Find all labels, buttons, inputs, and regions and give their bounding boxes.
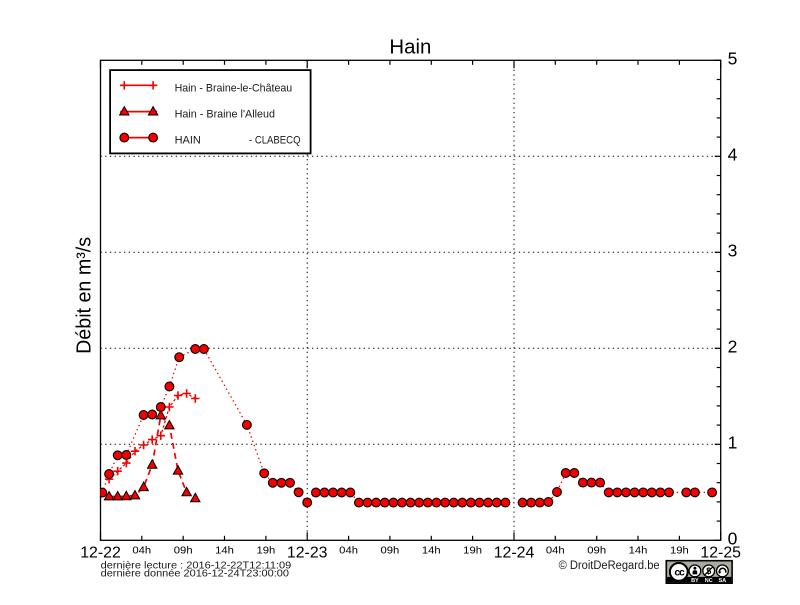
svg-text:cc: cc — [674, 566, 685, 578]
svg-text:09h: 09h — [381, 545, 400, 557]
svg-text:Hain - Braine-le-Château: Hain - Braine-le-Château — [175, 82, 293, 94]
svg-text:14h: 14h — [629, 545, 648, 557]
svg-text:12-25: 12-25 — [700, 545, 741, 562]
svg-text:NC: NC — [705, 578, 713, 584]
svg-text:BY: BY — [691, 578, 699, 584]
svg-text:Débit en m³/s: Débit en m³/s — [72, 237, 95, 354]
svg-text:12-24: 12-24 — [494, 545, 535, 562]
svg-text:SA: SA — [719, 578, 727, 584]
svg-text:04h: 04h — [132, 545, 151, 557]
svg-text:19h: 19h — [463, 545, 482, 557]
svg-text:09h: 09h — [174, 545, 193, 557]
svg-text:© DroitDeRegard.be: © DroitDeRegard.be — [559, 560, 660, 572]
svg-text:19h: 19h — [670, 545, 689, 557]
svg-text:HAIN: HAIN — [175, 135, 201, 147]
svg-text:1: 1 — [728, 433, 738, 453]
svg-text:14h: 14h — [215, 545, 234, 557]
svg-text:dernière donnée 2016-12-24T23: dernière donnée 2016-12-24T23:00:00 — [101, 568, 290, 580]
svg-text:5: 5 — [728, 49, 738, 69]
svg-text:3: 3 — [728, 241, 738, 261]
svg-text:12-23: 12-23 — [287, 545, 328, 562]
svg-text:19h: 19h — [257, 545, 276, 557]
svg-text:Hain: Hain — [389, 36, 431, 58]
svg-text:Hain - Braine l'Alleud: Hain - Braine l'Alleud — [175, 109, 275, 121]
svg-text:2: 2 — [728, 337, 738, 357]
svg-text:04h: 04h — [546, 545, 565, 557]
svg-text:- CLABECQ: - CLABECQ — [249, 135, 301, 147]
svg-text:14h: 14h — [422, 545, 441, 557]
svg-text:0: 0 — [728, 529, 738, 549]
svg-text:12-22: 12-22 — [80, 545, 121, 562]
svg-text:4: 4 — [728, 145, 738, 165]
svg-text:04h: 04h — [339, 545, 358, 557]
svg-text:09h: 09h — [587, 545, 606, 557]
svg-text:dernière lecture : 2016-12-22T: dernière lecture : 2016-12-22T12:11:09 — [101, 560, 292, 572]
